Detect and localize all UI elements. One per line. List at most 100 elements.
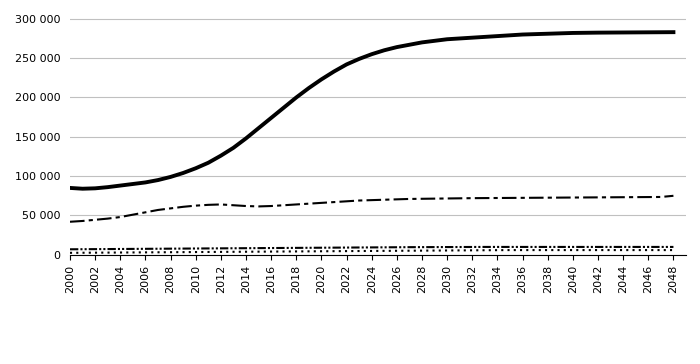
AFP [91, 218, 99, 222]
Alder [330, 69, 338, 74]
Særalder [543, 248, 552, 252]
Særalder [531, 248, 539, 252]
Uføre [204, 246, 213, 250]
Særalder [192, 250, 200, 254]
AFP [443, 196, 452, 201]
Særalder [267, 249, 275, 254]
AFP [66, 219, 74, 224]
Alder [104, 185, 112, 189]
AFP [229, 203, 237, 207]
Uføre [443, 245, 452, 249]
AFP [631, 195, 640, 199]
Alder [669, 30, 678, 34]
Line: Alder: Alder [70, 32, 673, 189]
Særalder [368, 249, 376, 253]
Alder [217, 154, 225, 158]
Særalder [568, 248, 577, 252]
Alder [368, 52, 376, 56]
Særalder [78, 250, 87, 255]
AFP [644, 195, 652, 199]
Særalder [317, 249, 326, 253]
AFP [506, 196, 514, 200]
Uføre [644, 245, 652, 249]
AFP [494, 196, 502, 200]
Særalder [657, 248, 665, 252]
Uføre [418, 245, 426, 249]
Uføre [468, 245, 477, 249]
Alder [317, 77, 326, 82]
AFP [468, 196, 477, 200]
Alder [254, 126, 262, 130]
Særalder [217, 250, 225, 254]
Særalder [342, 249, 351, 253]
Alder [456, 36, 464, 41]
Uføre [506, 245, 514, 249]
Alder [179, 171, 188, 175]
Alder [519, 32, 527, 37]
Uføre [192, 246, 200, 251]
AFP [241, 204, 250, 208]
Uføre [217, 246, 225, 250]
Særalder [254, 249, 262, 254]
Uføre [355, 245, 363, 250]
Særalder [279, 249, 288, 254]
Alder [430, 39, 439, 43]
AFP [355, 198, 363, 203]
Alder [418, 40, 426, 44]
Alder [342, 62, 351, 67]
Uføre [456, 245, 464, 249]
Uføre [304, 246, 313, 250]
Alder [619, 30, 627, 35]
AFP [456, 196, 464, 201]
AFP [657, 195, 665, 199]
Særalder [292, 249, 300, 254]
AFP [418, 197, 426, 201]
Særalder [456, 248, 464, 253]
Alder [355, 57, 363, 61]
AFP [254, 204, 262, 209]
Uføre [393, 245, 401, 249]
Uføre [116, 247, 125, 251]
Alder [506, 33, 514, 37]
Alder [468, 35, 477, 40]
Uføre [531, 245, 539, 249]
AFP [556, 195, 564, 200]
AFP [317, 201, 326, 205]
Særalder [606, 248, 615, 252]
AFP [304, 202, 313, 206]
Særalder [506, 248, 514, 252]
Alder [393, 45, 401, 49]
Særalder [167, 250, 175, 254]
Særalder [468, 248, 477, 253]
AFP [267, 204, 275, 208]
AFP [594, 195, 602, 199]
Uføre [330, 245, 338, 250]
Uføre [229, 246, 237, 250]
Særalder [104, 250, 112, 255]
Alder [657, 30, 665, 35]
Alder [229, 146, 237, 150]
Uføre [481, 245, 489, 249]
Alder [644, 30, 652, 35]
Alder [494, 34, 502, 38]
Særalder [644, 248, 652, 252]
Alder [279, 106, 288, 110]
Alder [380, 48, 389, 52]
Alder [481, 35, 489, 39]
AFP [129, 213, 137, 217]
Uføre [342, 245, 351, 250]
AFP [104, 217, 112, 221]
Uføre [368, 245, 376, 250]
Særalder [141, 250, 150, 254]
Uføre [254, 246, 262, 250]
AFP [606, 195, 615, 199]
Uføre [669, 245, 678, 249]
Alder [594, 31, 602, 35]
Særalder [204, 250, 213, 254]
Særalder [179, 250, 188, 254]
Alder [531, 32, 539, 36]
Alder [78, 186, 87, 191]
Uføre [167, 246, 175, 251]
Alder [304, 86, 313, 90]
Alder [154, 178, 162, 182]
